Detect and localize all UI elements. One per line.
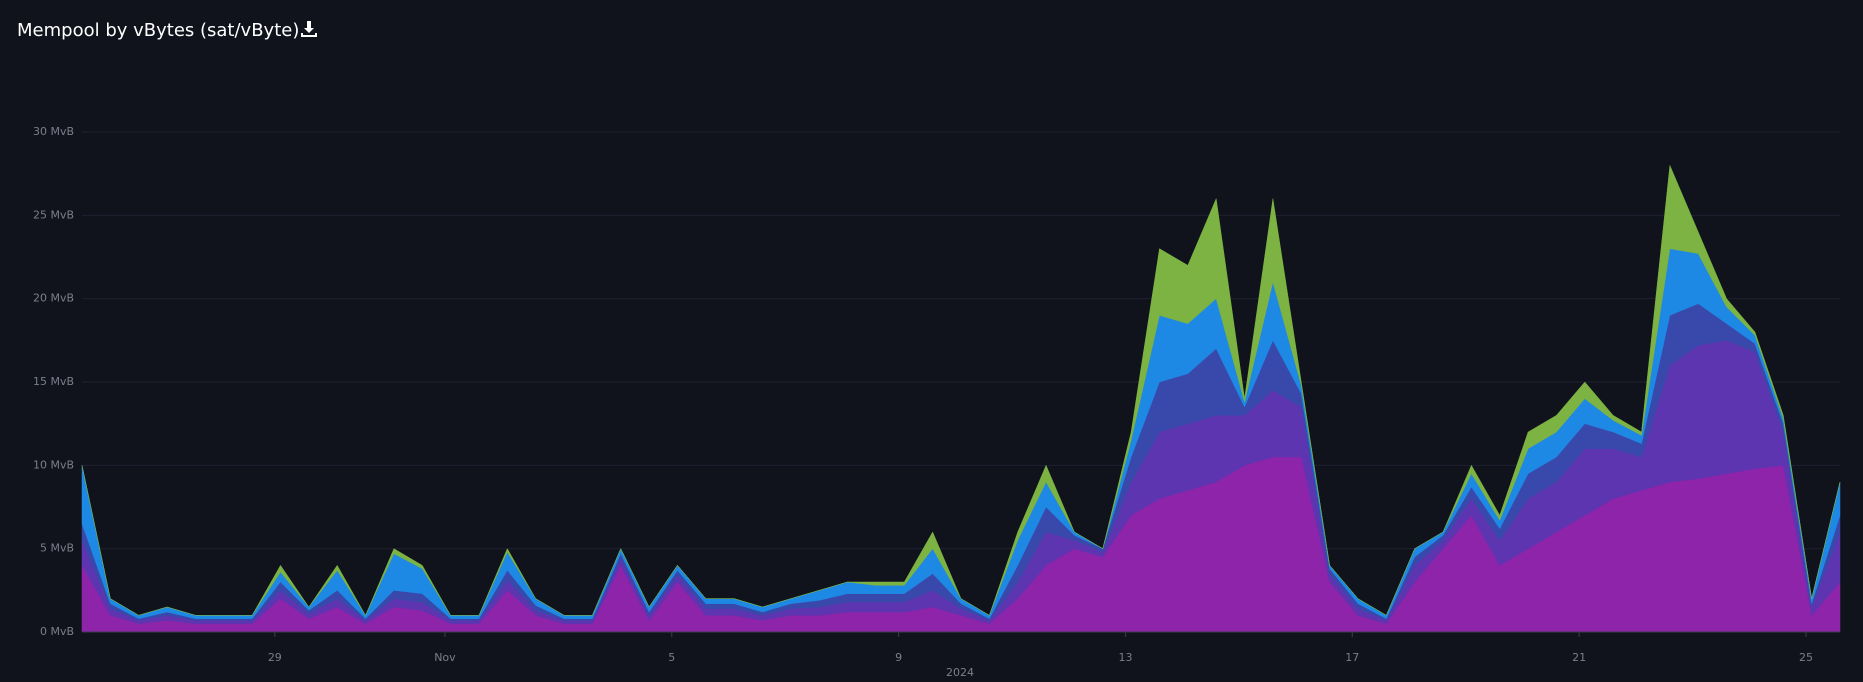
- y-tick-label: 30 MvB: [33, 125, 74, 138]
- y-tick-label: 10 MvB: [33, 458, 74, 471]
- download-icon[interactable]: [301, 21, 317, 37]
- chart-title: Mempool by vBytes (sat/vByte): [17, 20, 299, 41]
- download-button[interactable]: [301, 21, 317, 37]
- y-tick-label: 15 MvB: [33, 375, 74, 388]
- y-tick-label: 25 MvB: [33, 208, 74, 221]
- y-tick-label: 20 MvB: [33, 292, 74, 305]
- x-tick-label: Nov: [434, 651, 456, 664]
- x-axis-label: 2024: [946, 666, 974, 679]
- y-tick-label: 0 MvB: [40, 625, 74, 638]
- x-tick-label: 5: [668, 651, 675, 664]
- area: [81, 164, 1841, 616]
- x-tick-label: 17: [1345, 651, 1359, 664]
- x-tick-label: 21: [1572, 651, 1586, 664]
- y-tick-label: 5 MvB: [40, 542, 74, 555]
- x-tick-label: 9: [895, 651, 902, 664]
- x-tick-label: 13: [1118, 651, 1132, 664]
- x-tick-label: 29: [268, 651, 282, 664]
- x-tick-label: 25: [1799, 651, 1813, 664]
